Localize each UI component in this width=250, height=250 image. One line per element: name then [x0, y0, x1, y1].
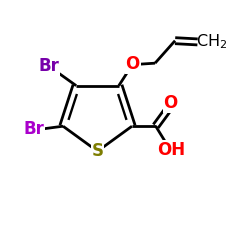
Text: S: S	[92, 142, 104, 160]
Text: Br: Br	[23, 120, 44, 138]
Text: OH: OH	[158, 141, 186, 159]
Text: O: O	[164, 94, 178, 112]
Text: CH$_2$: CH$_2$	[196, 32, 227, 51]
Text: Br: Br	[39, 57, 60, 75]
Text: O: O	[126, 56, 140, 74]
